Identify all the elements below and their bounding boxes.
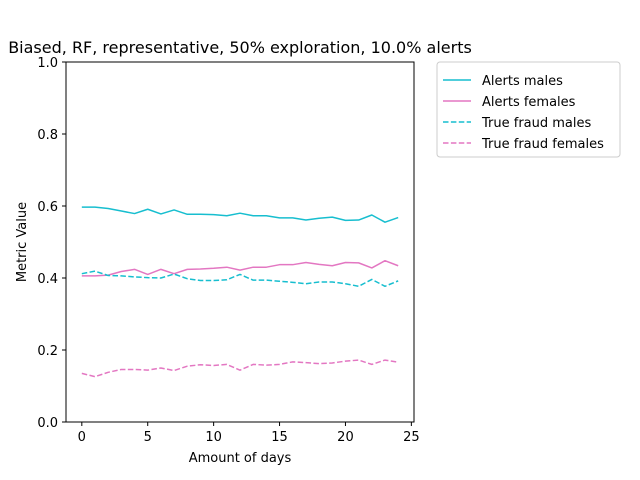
y-tick-label: 0.6 bbox=[37, 200, 58, 215]
x-axis-label: Amount of days bbox=[189, 451, 292, 466]
series-line-alerts-females bbox=[81, 259, 399, 277]
x-tick-label: 0 bbox=[78, 430, 86, 445]
y-tick-label: 0.4 bbox=[37, 272, 58, 287]
x-tick-label: 15 bbox=[271, 430, 288, 445]
chart-title: Biased, RF, representative, 50% explorat… bbox=[8, 38, 472, 57]
legend-label-true-fraud-males: True fraud males bbox=[481, 116, 591, 131]
series-layer bbox=[81, 206, 399, 378]
y-axis: 0.0 0.2 0.4 0.6 0.8 1.0 bbox=[37, 56, 66, 431]
series-line-alerts-males bbox=[81, 206, 399, 223]
x-axis: 0 5 10 15 20 25 bbox=[78, 422, 420, 445]
x-tick-label: 20 bbox=[337, 430, 354, 445]
y-tick-label: 0.2 bbox=[37, 344, 58, 359]
x-tick-label: 10 bbox=[205, 430, 222, 445]
x-tick-label: 25 bbox=[403, 430, 420, 445]
legend: Alerts males Alerts females True fraud mal… bbox=[436, 61, 621, 158]
legend-frame bbox=[436, 61, 621, 158]
legend-label-alerts-females: Alerts females bbox=[482, 95, 576, 110]
legend-label-true-fraud-females: True fraud females bbox=[481, 137, 604, 152]
series-line-true-fraud-males bbox=[81, 270, 399, 288]
legend-items: Alerts males Alerts females True fraud mal… bbox=[443, 74, 604, 152]
series-line-true-fraud-females bbox=[81, 359, 399, 378]
y-tick-label: 0.8 bbox=[37, 128, 58, 143]
y-axis-label: Metric Value bbox=[15, 202, 30, 282]
y-tick-label: 0.0 bbox=[37, 416, 58, 431]
plot-background bbox=[66, 62, 414, 422]
plot-area: 0 5 10 15 20 25 0.0 0.2 0.4 0.6 0.8 1.0 bbox=[37, 56, 419, 445]
plot-frame bbox=[65, 61, 415, 423]
legend-label-alerts-males: Alerts males bbox=[482, 74, 563, 89]
y-tick-label: 1.0 bbox=[37, 56, 58, 71]
x-tick-label: 5 bbox=[144, 430, 152, 445]
